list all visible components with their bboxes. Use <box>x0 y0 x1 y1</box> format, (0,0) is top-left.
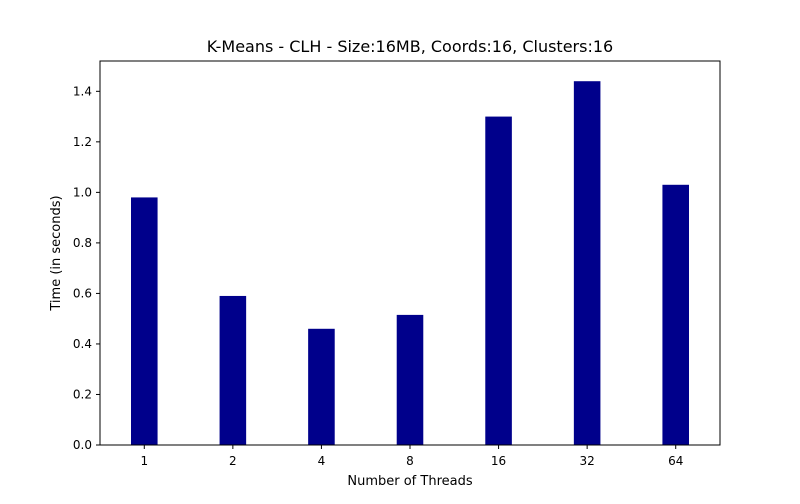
y-axis-label: Time (in seconds) <box>49 195 64 311</box>
x-tick-label: 16 <box>491 454 506 468</box>
y-tick-label: 0.0 <box>73 438 92 452</box>
y-tick-label: 0.2 <box>73 387 92 401</box>
y-tick-label: 0.4 <box>73 337 92 351</box>
x-tick-label: 64 <box>668 454 683 468</box>
bar-16 <box>485 116 512 445</box>
x-tick-label: 4 <box>318 454 326 468</box>
y-tick-label: 1.4 <box>73 84 92 98</box>
y-tick-label: 0.8 <box>73 236 92 250</box>
bar-32 <box>573 81 601 446</box>
y-tick-label: 1.0 <box>73 185 92 199</box>
plot-area: 1 2 4 8 16 32 64 0.0 0.2 0.4 0.6 0.8 1.0 1.2 1.4 <box>73 60 721 468</box>
bar-8 <box>396 314 424 445</box>
bar-2 <box>219 295 247 445</box>
x-tick-label: 1 <box>140 454 148 468</box>
x-tick-label: 2 <box>229 454 237 468</box>
x-tick-label: 32 <box>580 454 595 468</box>
bar-64 <box>662 184 689 445</box>
x-axis-label: Number of Threads <box>347 474 472 489</box>
y-tick-label: 0.6 <box>73 286 92 300</box>
chart-title: K-Means - CLH - Size:16MB, Coords:16, Cl… <box>207 37 613 56</box>
bar-4 <box>308 328 335 445</box>
y-tick-label: 1.2 <box>73 135 92 149</box>
bar-1 <box>131 197 158 445</box>
x-tick-label: 8 <box>406 454 414 468</box>
